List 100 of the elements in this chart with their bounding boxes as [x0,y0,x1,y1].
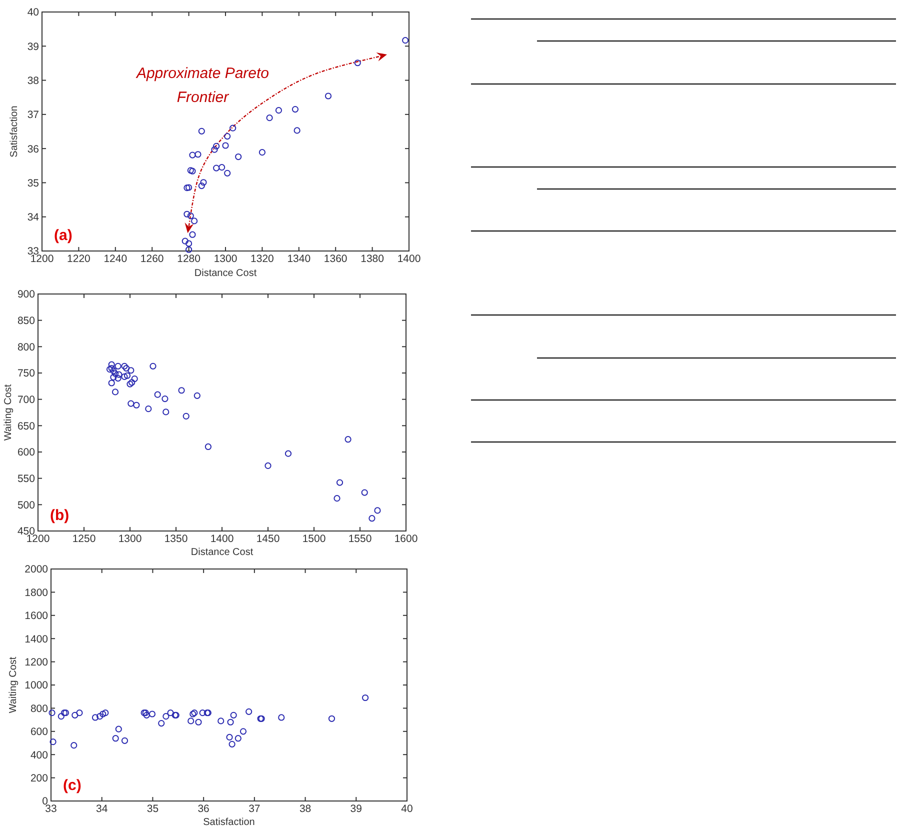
x-tick-label: 1250 [72,533,96,545]
point [258,149,266,156]
y-tick-label: 1600 [24,610,48,622]
y-tick-label: 1800 [24,586,48,599]
point [133,402,140,408]
point [198,182,205,190]
annotation: Approximate Pareto Frontier [135,64,270,106]
point [230,712,237,718]
point [167,710,174,716]
annotation: (c) [63,777,82,794]
point [246,708,252,715]
x-tick-label: 1260 [140,253,164,265]
point [114,362,122,370]
point [115,726,122,732]
y-tick-label: 38 [27,74,40,87]
point [374,507,381,514]
x-axis-title: Distance Cost [194,268,257,279]
point [96,713,104,720]
point [58,713,64,720]
point [121,737,128,744]
point [189,168,196,174]
point [226,734,233,740]
point [228,740,236,748]
y-tick-label: 600 [17,446,36,459]
point [275,107,282,114]
point [328,715,336,722]
point [211,146,218,153]
x-tick-label: 37 [248,803,260,815]
point [344,436,352,443]
point [150,362,156,370]
point [182,412,190,420]
x-tick-label: 1450 [256,533,280,545]
point [126,380,134,388]
x-tick-label: 36 [198,803,210,815]
point [224,132,231,140]
y-tick-label: 850 [17,315,36,328]
x-tick-label: 34 [96,803,108,815]
point [108,380,115,386]
point [191,218,198,224]
point [92,714,99,721]
point [362,694,369,702]
x-tick-label: 1240 [104,253,128,265]
point [106,366,114,373]
x-tick-label: 39 [350,803,362,815]
annotation: (a) [54,227,72,244]
point [230,124,236,132]
point [186,184,192,191]
point [361,489,368,496]
point [186,246,192,253]
point [72,712,78,718]
point [131,375,138,382]
point [234,735,242,742]
x-tick-label: 1300 [118,533,142,545]
y-tick-label: 800 [30,702,48,715]
y-tick-label: 37 [27,109,40,122]
point [158,720,165,727]
x-tick-label: 1600 [394,533,418,545]
x-tick-label: 40 [401,803,413,815]
point [224,170,231,176]
point [188,718,194,724]
x-tick-label: 1320 [250,253,274,265]
point [278,714,285,721]
point [128,367,134,374]
point [213,142,220,150]
point [187,212,194,220]
point [240,728,247,735]
x-tick-label: 35 [146,803,159,815]
point [114,374,122,382]
y-tick-label: 500 [17,499,36,512]
point [204,443,212,450]
point [189,231,196,238]
y-tick-label: 900 [17,288,36,301]
y-tick-label: 35 [27,177,40,190]
point [235,153,242,160]
point [143,712,150,718]
point [227,718,234,726]
point [112,735,119,742]
point [128,400,134,407]
point [222,142,229,149]
point [187,167,194,174]
point [195,718,202,726]
point [108,364,115,372]
point [284,450,292,457]
point [70,742,78,749]
x-tick-label: 1220 [67,253,91,265]
point [145,406,152,412]
point [294,127,300,134]
point [108,361,115,368]
y-tick-label: 1400 [24,633,48,646]
x-tick-label: 1380 [360,253,384,265]
x-tick-label: 1500 [302,533,326,545]
point [368,515,376,522]
y-tick-label: 36 [27,143,40,156]
point [178,387,185,394]
point [116,371,122,378]
y-axis-title: Satisfaction [9,106,20,158]
point [194,392,200,399]
x-tick-label: 1400 [210,533,234,545]
y-tick-label: 400 [30,749,48,762]
point [336,479,344,486]
